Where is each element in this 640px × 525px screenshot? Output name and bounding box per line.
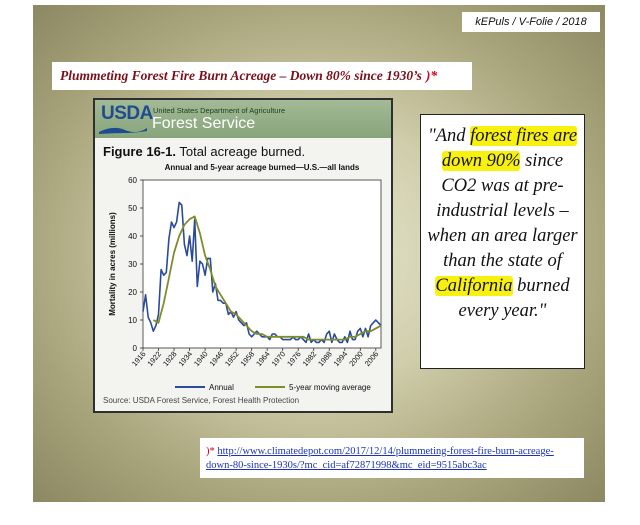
slide-title-marker: )* [425, 68, 438, 83]
y-axis-label: Mortality in acres (millions) [108, 212, 117, 316]
source-note: Source: USDA Forest Service, Forest Heal… [103, 396, 300, 405]
x-tick-label: 2006 [363, 350, 381, 369]
fire-acreage-chart: Annual and 5-year acreage burned—U.S.—al… [108, 163, 382, 392]
quote-text-3: burned every year." [458, 276, 570, 321]
slide-title-text: Plummeting Forest Fire Burn Acreage – Do… [60, 68, 422, 83]
x-tick-label: 1970 [270, 350, 288, 369]
usda-logo: USDA [101, 103, 153, 124]
x-tick-label: 2000 [347, 350, 365, 369]
x-tick-label: 1988 [316, 350, 334, 369]
legend-label-moving-average: 5-year moving average [289, 383, 371, 392]
quote-box: "And forest fires are down 90% since CO2… [420, 114, 585, 369]
agency-name: Forest Service [152, 115, 256, 132]
y-tick-label: 30 [128, 260, 137, 269]
usda-banner: USDA United States Department of Agricul… [95, 100, 391, 138]
quote-text-2: since CO2 was at pre-industrial levels –… [427, 151, 578, 271]
y-tick-label: 40 [128, 232, 137, 241]
quote-text-1: "And [427, 126, 471, 146]
reference-link[interactable]: http://www.climatedepot.com/2017/12/14/p… [206, 446, 554, 471]
figure-title: Figure 16-1. Total acreage burned. [103, 144, 305, 159]
x-tick-label: 1928 [161, 350, 179, 369]
slide-title: Plummeting Forest Fire Burn Acreage – Do… [52, 62, 472, 90]
x-tick-label: 1994 [332, 350, 350, 369]
x-tick-label: 1940 [192, 350, 210, 369]
x-tick-label: 1964 [254, 350, 272, 369]
chart-title: Annual and 5-year acreage burned—U.S.—al… [165, 163, 360, 172]
quote-highlight-down-90: down 90% [441, 151, 521, 171]
legend-label-annual: Annual [209, 383, 234, 392]
x-tick-label: 1934 [176, 350, 194, 369]
x-tick-label: 1952 [223, 350, 241, 369]
y-tick-label: 0 [133, 344, 138, 353]
quote-highlight-forest-fires: forest fires are [470, 126, 578, 146]
x-tick-label: 1946 [208, 350, 226, 369]
y-tick-label: 20 [128, 288, 137, 297]
y-tick-label: 10 [128, 316, 137, 325]
figure-caption: Total acreage burned. [179, 144, 306, 159]
reference-box: )* http://www.climatedepot.com/2017/12/1… [200, 438, 584, 478]
y-tick-label: 60 [128, 176, 137, 185]
reference-marker: )* [206, 446, 215, 457]
figure-label: Figure 16-1. [103, 144, 176, 159]
series-line-moving-average [152, 215, 382, 341]
x-tick-label: 1982 [301, 350, 319, 369]
x-tick-label: 1958 [239, 350, 257, 369]
usda-swoosh-icon [99, 127, 147, 134]
header-tag: kEPuls / V-Folie / 2018 [462, 12, 600, 32]
x-tick-label: 1976 [285, 350, 303, 369]
usda-figure: USDA United States Department of Agricul… [93, 98, 393, 413]
department-name: United States Department of Agriculture [153, 106, 286, 115]
x-tick-label: 1922 [145, 350, 163, 369]
series-line-annual [142, 201, 382, 344]
y-tick-label: 50 [128, 204, 137, 213]
quote-highlight-california: California [435, 276, 513, 296]
